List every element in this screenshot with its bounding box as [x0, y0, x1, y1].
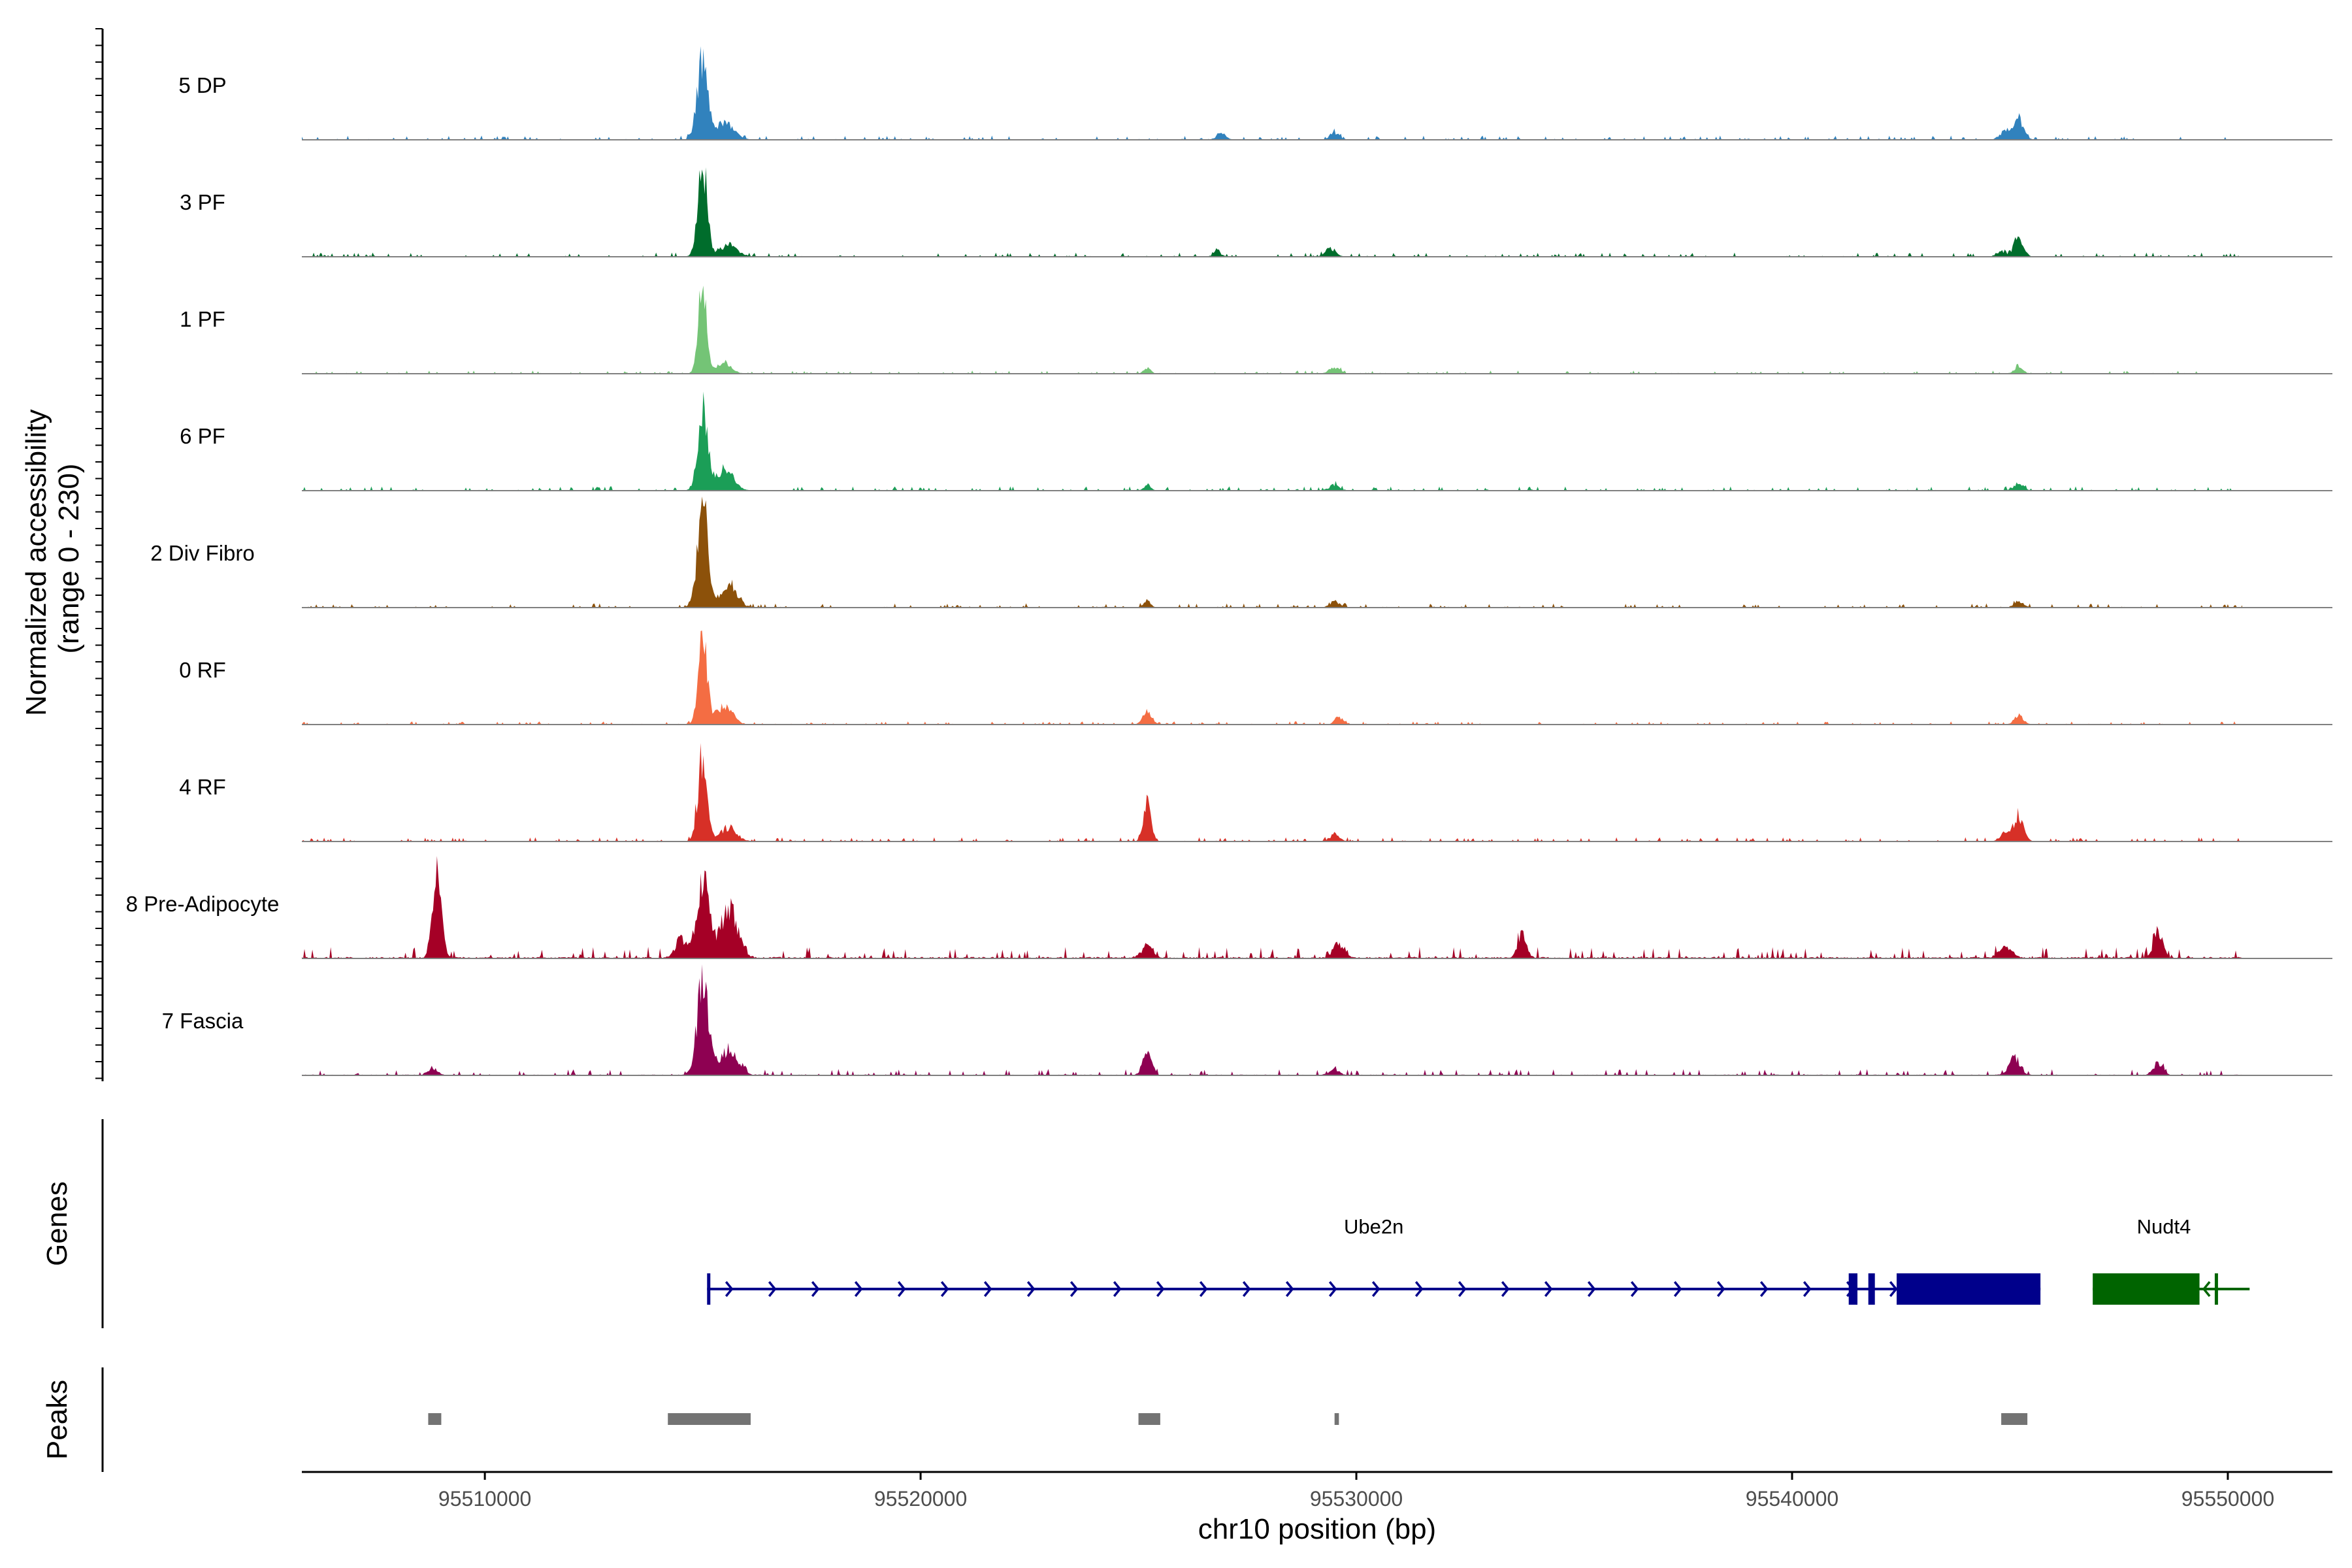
- coverage-y-axis-title-line1: Normalized accessibility: [20, 409, 52, 715]
- gene-annotations: Ube2n Nudt4: [707, 1215, 2250, 1305]
- genomic-x-axis-ticks: 95510000 95520000 95530000 95540000 95550000: [438, 1472, 2274, 1511]
- peak-region: [668, 1413, 751, 1425]
- x-axis-tick-label: 95540000: [1746, 1487, 1838, 1511]
- gene-strand-arrow-nudt4: [2202, 1281, 2211, 1298]
- gene-strand-arrow-ube2n: [1026, 1281, 1036, 1298]
- track-label: 7 Fascia: [162, 1009, 244, 1033]
- gene-strand-arrow-ube2n: [768, 1281, 777, 1298]
- gene-strand-arrow-ube2n: [854, 1281, 863, 1298]
- gene-strand-arrow-ube2n: [1501, 1281, 1510, 1298]
- gene-strand-arrow-ube2n: [811, 1281, 820, 1298]
- coverage-y-axis-title-line2: (range 0 - 230): [53, 463, 85, 653]
- gene-strand-arrow-ube2n: [1328, 1281, 1337, 1298]
- gene-strand-arrow-ube2n: [983, 1281, 992, 1298]
- peak-region: [2001, 1413, 2028, 1425]
- x-axis-tick-label: 95510000: [438, 1487, 531, 1511]
- track-label: 1 PF: [180, 307, 225, 331]
- gene-strand-arrow-ube2n: [1587, 1281, 1596, 1298]
- gene-exon-ube2n: [1868, 1273, 1875, 1305]
- coverage-y-axis-title: Normalized accessibility (range 0 - 230): [20, 401, 85, 716]
- track-label: 3 PF: [180, 190, 225, 214]
- gene-strand-arrow-ube2n: [1673, 1281, 1682, 1298]
- x-axis-tick-label: 95530000: [1310, 1487, 1403, 1511]
- gene-exon-nudt4: [2214, 1273, 2218, 1305]
- gene-strand-arrow-ube2n: [1630, 1281, 1639, 1298]
- x-axis-tick-label: 95520000: [874, 1487, 967, 1511]
- track-label: 0 RF: [179, 658, 226, 682]
- coverage-tracks: 5 DP 3 PF 1 PF 6 PF 2 Div Fibro 0 RF 4 RF 8 Pre…: [126, 46, 2332, 1076]
- genes-panel-title: Genes: [41, 1181, 73, 1266]
- gene-strand-arrow-ube2n: [1156, 1281, 1165, 1298]
- gene-strand-arrow-ube2n: [1371, 1281, 1380, 1298]
- gene-strand-arrow-ube2n: [1414, 1281, 1424, 1298]
- track-label: 8 Pre-Adipocyte: [126, 892, 280, 916]
- gene-strand-arrow-ube2n: [1759, 1281, 1769, 1298]
- track-label: 4 RF: [179, 775, 226, 799]
- gene-strand-arrow-ube2n: [1889, 1281, 1898, 1298]
- gene-strand-arrow-ube2n: [1070, 1281, 1079, 1298]
- gene-exon-ube2n: [1897, 1273, 2041, 1305]
- gene-exon-ube2n: [707, 1273, 711, 1305]
- peak-region: [1334, 1413, 1339, 1425]
- gene-label-nudt4: Nudt4: [2137, 1215, 2191, 1238]
- gene-strand-arrow-ube2n: [1458, 1281, 1467, 1298]
- gene-strand-arrow-ube2n: [1242, 1281, 1251, 1298]
- gene-strand-arrow-ube2n: [1285, 1281, 1294, 1298]
- peak-region: [1138, 1413, 1160, 1425]
- gene-strand-arrow-ube2n: [940, 1281, 949, 1298]
- track-label: 5 DP: [178, 73, 226, 97]
- track-label: 2 Div Fibro: [150, 541, 255, 565]
- peak-regions: [428, 1413, 2028, 1425]
- gene-label-ube2n: Ube2n: [1344, 1215, 1403, 1238]
- genomic-x-axis-title: chr10 position (bp): [1198, 1513, 1436, 1545]
- gene-strand-arrow-ube2n: [897, 1281, 906, 1298]
- gene-exon-nudt4: [2093, 1273, 2200, 1305]
- peaks-panel-title: Peaks: [41, 1380, 73, 1460]
- gene-strand-arrow-ube2n: [1803, 1281, 1812, 1298]
- peak-region: [428, 1413, 442, 1425]
- x-axis-tick-label: 95550000: [2181, 1487, 2274, 1511]
- gene-exon-ube2n: [1848, 1273, 1858, 1305]
- gene-strand-arrow-ube2n: [1113, 1281, 1122, 1298]
- gene-strand-arrow-ube2n: [1716, 1281, 1725, 1298]
- gene-strand-arrow-ube2n: [725, 1281, 734, 1298]
- gene-strand-arrow-ube2n: [1544, 1281, 1553, 1298]
- track-label: 6 PF: [180, 424, 225, 448]
- coverage-y-axis-ticks: [95, 28, 103, 1079]
- gene-strand-arrow-ube2n: [1199, 1281, 1208, 1298]
